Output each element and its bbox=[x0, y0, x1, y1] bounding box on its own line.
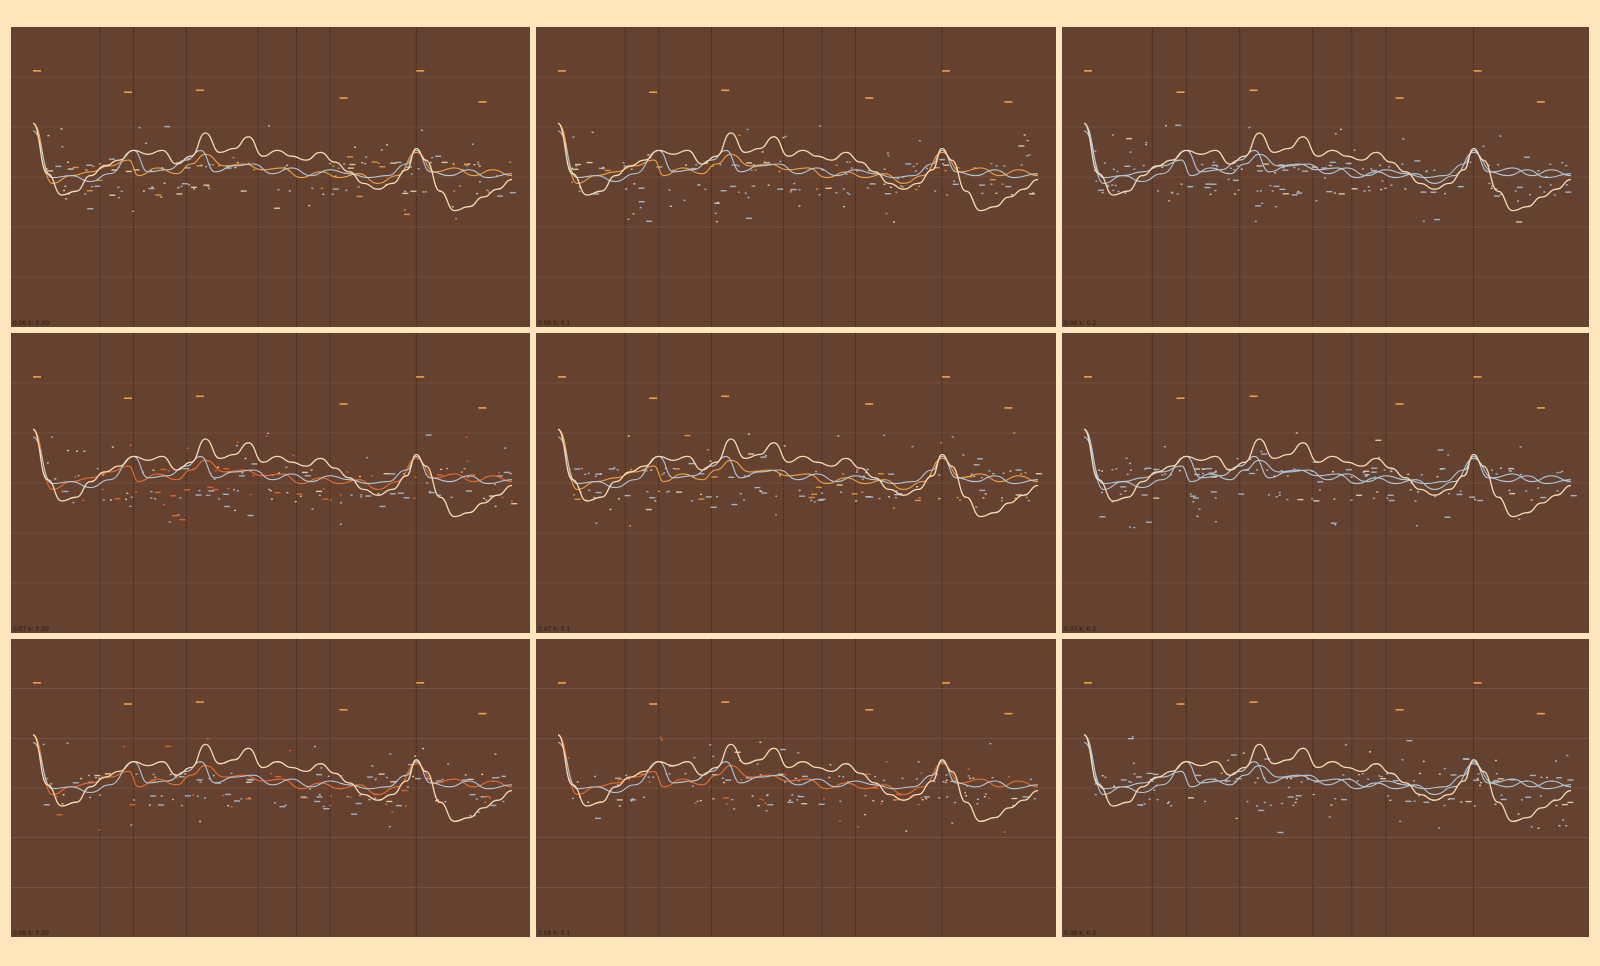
series-line-blue bbox=[557, 130, 1039, 183]
panel-9: 0.08 k: 0.2 bbox=[1062, 639, 1589, 937]
series-line-blue bbox=[32, 741, 513, 794]
panel-8: 0.08 k: 0.1 bbox=[536, 639, 1056, 937]
panel-title: 0.07 k: 0.2 bbox=[1064, 626, 1096, 633]
panel-7: 0.08 k: 0.00 bbox=[11, 639, 530, 937]
series-line-blue bbox=[557, 436, 1039, 489]
series-line-cream bbox=[32, 122, 513, 212]
panel-2: 0.06 k: 0.1 bbox=[536, 27, 1056, 327]
series-line-orange bbox=[1083, 428, 1572, 490]
panel-4: 0.07 k: 0.00 bbox=[11, 333, 530, 633]
panel-title: 0.08 k: 0.2 bbox=[1064, 930, 1096, 937]
panel-5: 0.07 k: 0.1 bbox=[536, 333, 1056, 633]
series-line-blue bbox=[1083, 741, 1572, 794]
series-line-orange bbox=[32, 734, 513, 796]
series-line-cream bbox=[32, 428, 513, 518]
panel-title: 0.07 k: 0.00 bbox=[13, 626, 49, 633]
series-line-cream bbox=[557, 428, 1039, 518]
series-line-orange bbox=[557, 122, 1039, 184]
series-line-orange bbox=[1083, 734, 1572, 796]
series-line-orange bbox=[1083, 122, 1572, 184]
series-line-orange bbox=[557, 734, 1039, 796]
panel-title: 0.08 k: 0.00 bbox=[13, 930, 49, 937]
panel-title: 0.06 k: 0.1 bbox=[538, 320, 570, 327]
series-line-cream bbox=[557, 122, 1039, 212]
series-line-orange bbox=[32, 122, 513, 184]
series-line-cream bbox=[32, 734, 513, 823]
series-line-blue bbox=[557, 741, 1039, 794]
panel-title: 0.07 k: 0.1 bbox=[538, 626, 570, 633]
series-line-cream bbox=[557, 734, 1039, 823]
panel-title: 0.06 k: 0.2 bbox=[1064, 320, 1096, 327]
panel-title: 0.06 k: 0.00 bbox=[13, 320, 49, 327]
series-line-blue bbox=[32, 130, 513, 183]
series-line-blue bbox=[1083, 436, 1572, 489]
panel-6: 0.07 k: 0.2 bbox=[1062, 333, 1589, 633]
panel-3: 0.06 k: 0.2 bbox=[1062, 27, 1589, 327]
series-line-cream bbox=[1083, 428, 1572, 518]
panel-title: 0.08 k: 0.1 bbox=[538, 930, 570, 937]
series-line-blue bbox=[1083, 130, 1572, 183]
series-line-orange bbox=[32, 428, 513, 490]
series-line-cream bbox=[1083, 734, 1572, 823]
series-line-cream bbox=[1083, 122, 1572, 212]
panel-1: 0.06 k: 0.00 bbox=[11, 27, 530, 327]
series-line-orange bbox=[557, 428, 1039, 490]
series-line-blue bbox=[32, 436, 513, 489]
